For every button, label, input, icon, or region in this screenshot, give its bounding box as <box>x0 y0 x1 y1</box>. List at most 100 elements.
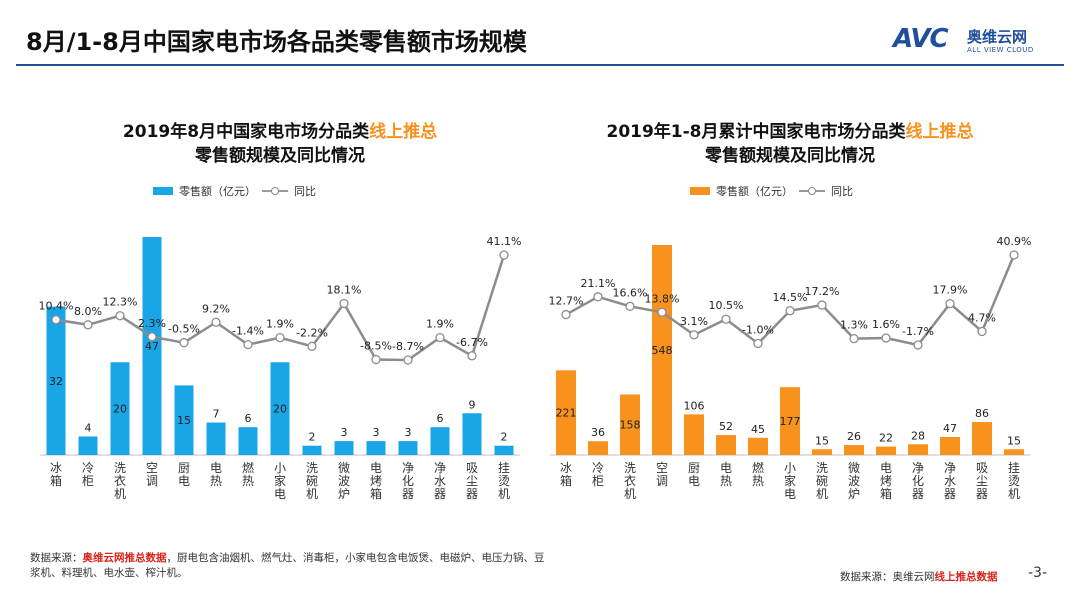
chart2-category-label: 波 <box>848 474 860 488</box>
legend-line-swatch <box>262 187 288 195</box>
chart2-category-label: 箱 <box>560 473 572 488</box>
chart2-bar <box>812 449 832 455</box>
chart1-yoy-label: 8.0% <box>74 305 102 318</box>
chart2-category-label: 机 <box>1008 487 1020 501</box>
chart2-value-label: 45 <box>751 423 765 436</box>
chart2-value-label: 15 <box>815 434 829 447</box>
chart1-category-label: 电 <box>178 474 190 488</box>
chart2-yoy-label: -1.0% <box>742 324 774 337</box>
legend-bar-label: 零售额（亿元） <box>716 185 793 198</box>
footnote-source: 奥维云网推总数据 <box>82 552 167 564</box>
chart1-bar <box>206 422 226 455</box>
chart1-yoy-label: 12.3% <box>103 296 138 309</box>
legend-line-label: 同比 <box>831 185 853 198</box>
chart2-value-label: 28 <box>911 429 925 442</box>
chart2-yoy-point <box>689 330 699 340</box>
chart1-yoy-label: -2.2% <box>296 326 328 339</box>
chart2-yoy-label: 17.2% <box>805 285 840 298</box>
chart1-category-label: 小 <box>274 461 286 475</box>
chart1-yoy-label: 1.9% <box>426 318 454 331</box>
chart1-category-label: 碗 <box>306 473 318 488</box>
chart2-category-label: 器 <box>944 487 956 501</box>
chart2-value-label: 221 <box>556 407 577 420</box>
chart1-category-label: 净 <box>402 461 414 475</box>
chart2-yoy-label: 3.1% <box>680 315 708 328</box>
chart1-bar <box>302 445 322 455</box>
chart1-yoy-point <box>147 332 157 342</box>
chart2-yoy-label: 12.7% <box>549 295 584 308</box>
chart1-category-label: 水 <box>434 474 446 488</box>
chart2-value-label: 22 <box>879 432 893 445</box>
chart2-value-label: 158 <box>620 419 641 432</box>
chart1-category-label: 洗 <box>306 461 318 475</box>
chart1-category-label: 挂 <box>498 461 510 475</box>
chart2-yoy-point <box>721 314 731 324</box>
chart2-category-label: 热 <box>752 474 764 488</box>
chart2-yoy-point <box>849 334 859 344</box>
chart1-title: 2019年8月中国家电市场分品类线上推总 零售额规模及同比情况 <box>40 120 520 168</box>
chart2-category-label: 电 <box>880 461 892 475</box>
chart1-value-label: 20 <box>113 403 127 416</box>
chart2-yoy-label: 16.6% <box>613 286 648 299</box>
chart1-category-label: 衣 <box>114 473 126 488</box>
chart2-category-label: 家 <box>784 473 796 488</box>
chart1-yoy-point <box>211 317 221 327</box>
chart2-category-label: 机 <box>624 487 636 501</box>
chart1-yoy-point <box>435 333 445 343</box>
chart1-yoy-point <box>83 320 93 330</box>
legend-line-label: 同比 <box>294 185 316 198</box>
chart1-category-label: 空 <box>146 461 158 475</box>
chart1-category-label: 烤 <box>370 473 382 488</box>
chart2-value-label: 26 <box>847 430 861 443</box>
chart1-category-label: 微 <box>338 461 350 475</box>
chart2-bar <box>876 446 896 455</box>
chart1-yoy-point <box>115 311 125 321</box>
chart1-yoy-label: 41.1% <box>487 235 522 248</box>
chart2-value-label: 86 <box>975 407 989 420</box>
chart1-bar <box>366 441 386 455</box>
chart1-bar <box>110 362 130 455</box>
chart2-yoy-label: 40.9% <box>997 235 1032 248</box>
chart2-title-highlight: 线上推总 <box>905 122 974 142</box>
chart1-category-label: 厨 <box>178 461 190 475</box>
chart1-bar <box>142 237 162 455</box>
chart2-category-label: 水 <box>944 474 956 488</box>
chart2-yoy-label: 17.9% <box>933 284 968 297</box>
chart2-category-label: 调 <box>656 474 668 488</box>
chart2-yoy-point <box>625 301 635 311</box>
chart1-category-label: 尘 <box>466 474 478 488</box>
chart2-category-label: 吸 <box>976 461 988 475</box>
chart1-yoy-label: 10.4% <box>39 300 74 313</box>
logo-cn: 奥维云网 <box>967 28 1028 46</box>
chart1-value-label: 3 <box>373 426 380 439</box>
legend-bar-swatch <box>690 187 710 195</box>
chart2-bar <box>844 445 864 455</box>
chart1-legend: 零售额（亿元） 同比 <box>153 183 316 199</box>
chart2-yoy-point <box>753 338 763 349</box>
chart2-category-label: 厨 <box>688 461 700 475</box>
chart1-yoy-point <box>467 351 477 361</box>
chart2-yoy-point <box>881 333 891 343</box>
chart2-value-label: 548 <box>652 344 673 357</box>
chart1-yoy-label: 2.3% <box>138 317 166 330</box>
legend-bar-swatch <box>153 187 173 195</box>
chart2-category-label: 机 <box>816 487 828 501</box>
chart2-yoy-point <box>913 340 923 350</box>
chart2-bar <box>588 441 608 455</box>
chart2-yoy-label: -1.7% <box>902 325 934 338</box>
chart1-yoy-point <box>307 341 317 351</box>
chart1-category-label: 波 <box>338 474 350 488</box>
chart1-category-label: 机 <box>498 487 510 501</box>
footnote-prefix: 数据来源： <box>30 552 83 564</box>
chart1-value-label: 7 <box>213 408 220 421</box>
chart2-category-label: 器 <box>912 487 924 501</box>
chart1-bar <box>238 427 258 455</box>
chart1-title-main: 2019年8月中国家电市场分品类 <box>122 122 370 142</box>
chart2-category-label: 化 <box>912 474 924 488</box>
chart1-bar <box>46 306 66 455</box>
chart2-category-label: 净 <box>912 461 924 475</box>
chart1-yoy-point <box>51 315 61 325</box>
chart2-bar <box>972 422 992 455</box>
chart1-category-label: 吸 <box>466 461 478 475</box>
chart2-yoy-point <box>817 300 827 310</box>
